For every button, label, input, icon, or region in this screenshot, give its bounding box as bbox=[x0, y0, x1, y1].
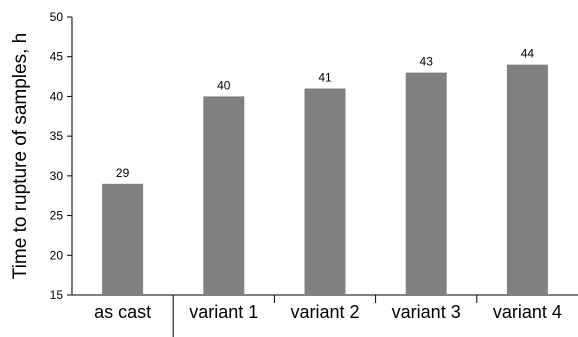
x-axis: as cast variant 1 variant 2 variant 3 varian… bbox=[72, 294, 578, 337]
bar-value-label: 41 bbox=[318, 70, 332, 84]
bar bbox=[405, 72, 447, 295]
bar bbox=[102, 183, 144, 295]
x-tick-label: variant 2 bbox=[290, 302, 359, 322]
bar bbox=[203, 96, 245, 295]
y-tick-label: 20 bbox=[50, 248, 64, 262]
bar-value-label: 29 bbox=[116, 166, 130, 180]
y-tick-label: 30 bbox=[50, 169, 64, 183]
y-tick-label: 40 bbox=[50, 89, 64, 103]
x-tick-label: as cast bbox=[94, 302, 151, 322]
x-tick-label: variant 4 bbox=[493, 302, 562, 322]
bar-value-label: 44 bbox=[521, 47, 535, 61]
y-axis-title: Time to rupture of samples, h bbox=[10, 33, 31, 279]
y-tick-label: 35 bbox=[50, 129, 64, 143]
bar bbox=[304, 88, 346, 295]
x-tick-label: variant 3 bbox=[392, 302, 461, 322]
y-tick-label: 45 bbox=[50, 50, 64, 64]
x-tick-label: variant 1 bbox=[189, 302, 258, 322]
y-axis: 15 20 25 30 35 40 45 50 bbox=[50, 10, 73, 302]
bar-value-label: 40 bbox=[217, 78, 231, 92]
bar bbox=[506, 64, 548, 296]
y-tick-label: 15 bbox=[50, 288, 64, 302]
data-labels: 29 40 41 43 44 bbox=[116, 47, 534, 180]
bar-value-label: 43 bbox=[420, 55, 434, 69]
y-tick-label: 25 bbox=[50, 209, 64, 223]
bars bbox=[102, 64, 548, 296]
y-tick-label: 50 bbox=[50, 10, 64, 24]
